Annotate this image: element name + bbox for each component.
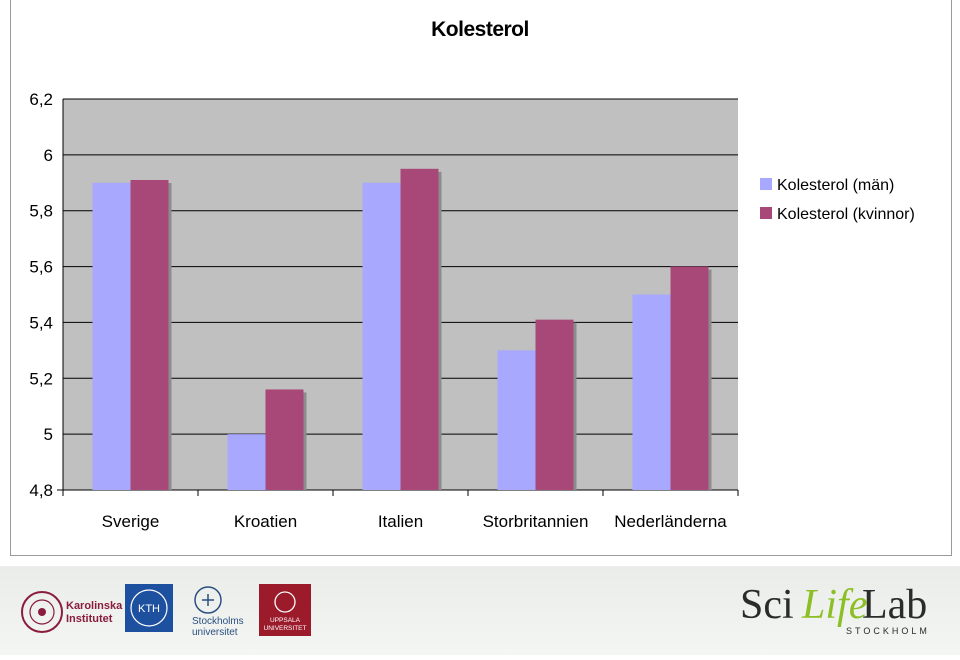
karolinska-line2: Institutet [66,613,113,625]
category-label: Storbritannien [483,512,589,531]
y-tick-label: 5 [44,425,53,444]
uppsala-line1: UPPSALA [270,617,301,624]
su-line2: universitet [192,627,238,638]
y-tick-label: 5,2 [29,369,53,388]
bar [497,350,536,490]
bar-chart: 6,2 6 5,8 5,6 5,4 5,2 5 4,8 Sverige Kroatien Itali… [29,90,915,531]
y-tick-label: 5,6 [29,258,53,277]
footer-banner: Karolinska Institutet KTH Stockholms uni… [0,566,960,655]
bar [535,319,574,490]
uppsala-logo: UPPSALA UNIVERSITET [259,584,311,636]
y-tick-label: 5,8 [29,202,53,221]
uppsala-line2: UNIVERSITET [264,625,307,632]
bar [265,389,304,490]
category-label: Sverige [102,512,160,531]
brand-lab: Lab [862,582,927,628]
brand-sci: Sci [740,582,794,628]
kth-text: KTH [138,603,160,615]
karolinska-line1: Karolinska [66,600,123,612]
brand-sub: STOCKHOLM [846,626,930,636]
category-label: Kroatien [234,512,297,531]
bar [362,182,401,491]
bar [92,182,131,491]
bar [130,179,169,490]
karolinska-logo: Karolinska Institutet [21,591,123,633]
bar [632,294,671,490]
bar [227,434,266,490]
kth-logo: KTH [125,584,173,632]
y-tick-label: 6,2 [29,90,53,109]
scilifelab-logo: Sci Life Lab STOCKHOLM [740,582,930,636]
legend-label: Kolesterol (kvinnor) [777,206,915,223]
category-label: Nederländerna [614,512,727,531]
legend-swatch [760,178,772,190]
chart-title: Kolesterol [431,18,529,41]
footer-logos: Karolinska Institutet KTH Stockholms uni… [21,582,930,638]
bar [670,266,709,490]
su-line1: Stockholms [192,616,244,627]
legend-swatch [760,207,772,219]
stockholms-universitet-logo: Stockholms universitet [192,586,244,638]
legend-label: Kolesterol (män) [777,177,894,194]
category-label: Italien [378,512,423,531]
bar [400,168,439,491]
y-tick-label: 6 [44,146,53,165]
y-tick-label: 4,8 [29,481,53,500]
y-tick-label: 5,4 [29,313,53,332]
brand-life: Life [801,582,867,628]
